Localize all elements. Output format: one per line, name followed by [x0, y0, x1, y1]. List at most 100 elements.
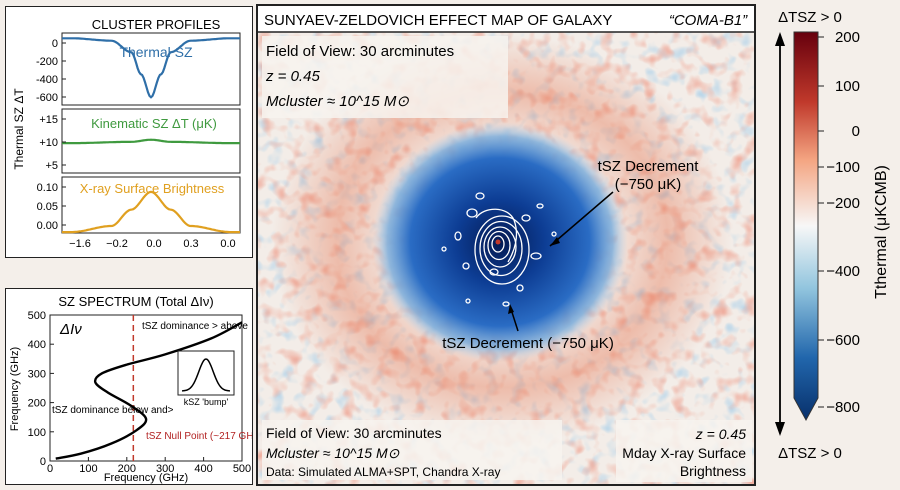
cluster-profiles-svg: CLUSTER PROFILES Thermal SZ ΔT Thermal S…	[12, 17, 241, 250]
br-line2: Brightness	[680, 463, 746, 479]
spectrum-x-tick: 0	[47, 463, 53, 475]
map-info-top-left: Field of View: 30 arcminutes z = 0.45 Mc…	[262, 36, 508, 118]
profiles-x-ticks: −1.6 −0.2 0.0 0.3 0.0	[69, 238, 236, 250]
dominance-below-label: tSZ dominance below and>	[52, 405, 174, 416]
contour-ring	[487, 230, 511, 261]
spectrum-y-tick: 0	[40, 456, 46, 468]
map-info-bottom-left: Field of View: 30 arcminutes Mcluster ≈ …	[262, 420, 562, 480]
profile-y-tick: 0.05	[37, 201, 58, 213]
sz-map-panel: SUNYAEV-ZELDOVICH EFFECT MAP OF GALAXY “…	[256, 4, 756, 486]
spectrum-x-tick: 300	[156, 463, 174, 475]
contour-blob	[502, 301, 510, 307]
contour-ring	[474, 215, 530, 285]
profile-x-tick: −1.6	[69, 238, 91, 250]
sz-spectrum-svg: SZ SPECTRUM (Total ΔIν) Frequency (GHz) …	[9, 294, 252, 484]
kSZ-inset: kSZ 'bump'	[177, 350, 235, 407]
profile-y-tick: +15	[39, 114, 58, 126]
profile-y-tick: -400	[36, 74, 58, 86]
profiles-title: CLUSTER PROFILES	[92, 17, 221, 32]
thermal-profile-plot: Thermal SZ 0 -200 -400 -600	[36, 32, 241, 106]
contour-blob	[475, 192, 485, 200]
contour-blob	[489, 268, 499, 276]
spectrum-x-tick: 100	[79, 463, 97, 475]
contour-blob	[551, 231, 557, 237]
colorbar-tick: −800	[826, 399, 860, 416]
spectrum-x-label: Frequency (GHz)	[104, 472, 188, 484]
data-source: Data: Simulated ALMA+SPT, Chandra X-ray	[266, 465, 500, 479]
spectrum-x-tick: 500	[233, 463, 251, 475]
cluster-name: “COMA-B1”	[669, 12, 748, 29]
contour-blob	[466, 208, 478, 218]
inset-label: kSZ 'bump'	[184, 397, 229, 407]
contour-ring	[479, 220, 523, 277]
colorbar-axis-label: Tthermal (μKCMB)	[873, 165, 890, 299]
profile-y-tick: -600	[36, 92, 58, 104]
xray-curve	[62, 190, 240, 234]
map-title: SUNYAEV-ZELDOVICH EFFECT MAP OF GALAXY	[264, 12, 612, 29]
profile-x-tick: 0.0	[146, 238, 161, 250]
profile-y-tick: -200	[36, 56, 58, 68]
colorbar-tick: 0	[852, 123, 860, 140]
kinematic-profile-plot: Kinematic SZ ΔT (μK) +15 +10 +5	[39, 108, 241, 174]
map-redshift: z = 0.45	[265, 68, 320, 85]
tsz-annotation-bottom: tSZ Decrement (−750 μK)	[442, 304, 614, 352]
contour-blob	[516, 284, 524, 292]
profile-y-tick: +5	[45, 160, 58, 172]
colorbar: ΔTSZ > 0 ΔTSZ > 0 200 100 0 −100 −200 −400 −60…	[775, 9, 890, 462]
profile-x-tick: −0.2	[106, 238, 128, 250]
sz-spectrum-panel: SZ SPECTRUM (Total ΔIν) Frequency (GHz) …	[5, 288, 253, 485]
tsz-annotation-top-label: tSZ Decrement	[598, 158, 700, 175]
bottom-mass: Mcluster ≈ 10^15 M⊙	[266, 445, 400, 461]
colorbar-tick: −400	[826, 263, 860, 280]
spectrum-x-tick: 400	[194, 463, 212, 475]
thermal-label: Thermal SZ	[119, 44, 193, 60]
br-redshift: z = 0.45	[695, 426, 746, 442]
colorbar-tick: 200	[835, 29, 860, 46]
spectrum-ticks: 0 100 200 300 400 500 0 100 200 300 400 500	[28, 310, 252, 475]
contour-blob	[530, 252, 542, 260]
contour-blob	[454, 231, 462, 241]
colorbar-bottom-label: ΔTSZ > 0	[778, 445, 842, 462]
spectrum-y-tick: 200	[28, 398, 46, 410]
profile-x-tick: 0.0	[220, 238, 235, 250]
xray-profile-plot: X-ray Surface Brightness 0.10 0.05 0.00	[37, 176, 241, 234]
spectrum-y-tick: 400	[28, 339, 46, 351]
spectrum-y-tick: 500	[28, 310, 46, 322]
colorbar-top-label: ΔTSZ > 0	[778, 9, 842, 26]
contour-ring	[483, 226, 517, 268]
contour-blob	[462, 262, 470, 270]
contour-blob	[536, 203, 544, 209]
cluster-peak	[495, 239, 501, 245]
bottom-fov: Field of View: 30 arcminutes	[266, 425, 442, 441]
spectrum-title: SZ SPECTRUM (Total ΔIν)	[58, 294, 213, 309]
cluster-profiles-panel: CLUSTER PROFILES Thermal SZ ΔT Thermal S…	[5, 6, 253, 258]
profiles-y-label: Thermal SZ ΔT	[12, 88, 26, 170]
colorbar-gradient	[793, 31, 819, 422]
kSZ-bump-curve	[181, 358, 231, 392]
dominance-above-label: tSZ dominance > above	[142, 321, 248, 332]
thermal-curve	[62, 37, 240, 99]
profile-y-tick: +10	[39, 137, 58, 149]
colorbar-tick: −100	[826, 159, 860, 176]
map-info-bottom-right: z = 0.45 Mday X-ray Surface Brightness	[616, 420, 752, 482]
tsz-annotation-top: tSZ Decrement (−750 μK)	[549, 158, 700, 247]
spectrum-x-tick: 200	[118, 463, 136, 475]
colorbar-tick: −600	[826, 332, 860, 349]
contour-blob	[465, 298, 471, 304]
xray-label: X-ray Surface Brightness	[80, 181, 225, 196]
kinematic-label: Kinematic SZ ΔT (μK)	[91, 116, 217, 131]
contour-arc	[475, 208, 518, 263]
spectrum-y-tick: 100	[28, 427, 46, 439]
null-point-label: tSZ Null Point (~217 GHz)	[146, 431, 252, 442]
contour-blob	[521, 214, 531, 222]
profile-y-tick: 0	[52, 38, 58, 50]
colorbar-ticks: 200 100 0 −100 −200 −400 −600 −800	[818, 29, 860, 416]
xray-contours	[441, 192, 557, 307]
colorbar-tick: 100	[835, 78, 860, 95]
profile-y-tick: 0.10	[37, 182, 58, 194]
contour-ring	[491, 235, 505, 253]
profile-y-tick: 0.00	[37, 220, 58, 232]
spectrum-corner-label: ΔIν	[59, 321, 82, 338]
tsz-annotation-bottom-label: tSZ Decrement (−750 μK)	[442, 335, 614, 352]
colorbar-tick: −200	[826, 195, 860, 212]
